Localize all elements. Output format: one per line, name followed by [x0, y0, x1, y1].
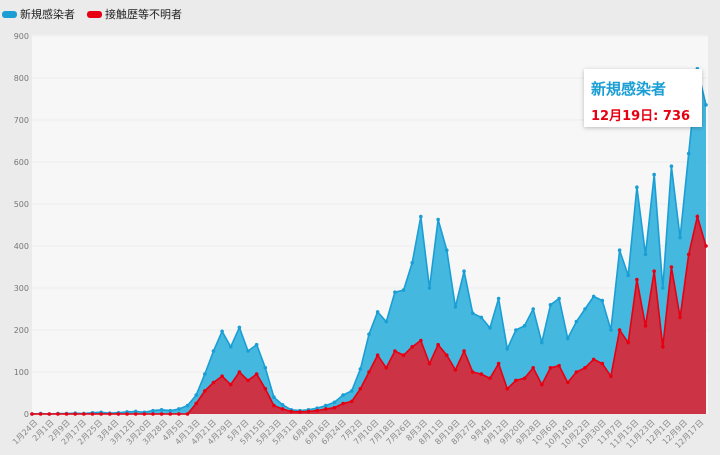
legend-item-unknown-contact[interactable]: 接触歴等不明者 — [87, 6, 182, 22]
y-tick-label: 200 — [14, 326, 29, 335]
y-tick-label: 800 — [14, 74, 29, 83]
legend: 新規感染者 接触歴等不明者 — [2, 6, 182, 22]
y-tick-label: 600 — [14, 158, 29, 167]
y-tick-label: 0 — [24, 410, 29, 419]
y-tick-label: 900 — [14, 32, 29, 41]
legend-item-new-cases[interactable]: 新規感染者 — [2, 6, 75, 22]
x-axis: 1月24日2月1日2月9日2月17日2月25日3月4日3月12日3月20日3月2… — [11, 418, 705, 450]
y-tick-label: 300 — [14, 284, 29, 293]
tooltip: 新規感染者 12月19日: 736 — [584, 69, 702, 127]
y-tick-label: 700 — [14, 116, 29, 125]
y-tick-label: 100 — [14, 368, 29, 377]
tooltip-series: 新規感染者 — [591, 80, 667, 98]
y-axis: 0 100 200 300 400 500 600 700 800 900 — [14, 32, 29, 419]
legend-swatch-blue — [2, 10, 17, 18]
legend-label: 接触歴等不明者 — [105, 8, 182, 21]
series-unknown-contact[interactable] — [30, 213, 708, 416]
legend-swatch-red — [87, 10, 102, 18]
y-tick-label: 500 — [14, 200, 29, 209]
y-tick-label: 400 — [14, 242, 29, 251]
tooltip-value: 12月19日: 736 — [591, 109, 691, 124]
legend-label: 新規感染者 — [20, 8, 75, 21]
